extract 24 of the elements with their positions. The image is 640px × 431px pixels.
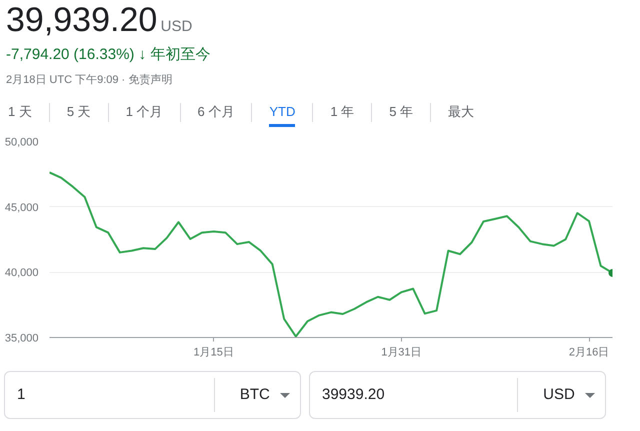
text: USD [517, 378, 605, 412]
chart-title: 39,939.20 [6, 1, 158, 39]
y-tick-label: 40,000 [4, 267, 39, 280]
text: 1 年 [330, 104, 354, 120]
y-tick-label: 35,000 [4, 332, 39, 344]
y-tick-label: 50,000 [4, 136, 39, 148]
text: 5 年 [389, 104, 414, 120]
text: BTC [214, 378, 300, 412]
text: 6 个月 [198, 104, 234, 120]
x-tick-label: 2月16日 [568, 346, 610, 358]
chart-subtitle: -7,794.20 (16.33%) ↓ 年初至今 [6, 45, 212, 65]
x-tick-label: 1月15日 [194, 346, 234, 358]
y-tick-label: 45,000 [4, 202, 39, 214]
text: 5 天 [66, 104, 91, 120]
text: 1 个月 [126, 104, 163, 120]
text: 最大 [448, 104, 474, 120]
x-tick-label: 1月31日 [381, 346, 422, 358]
text: 2月18日 UTC 下午9:09 · 免责声明 [6, 73, 174, 88]
line-series [50, 171, 612, 338]
text: 39939.20 [321, 385, 386, 406]
text: YTD [269, 104, 296, 128]
text: USD [160, 18, 192, 35]
text: 1 天 [8, 104, 32, 120]
text: 1 [16, 385, 26, 406]
